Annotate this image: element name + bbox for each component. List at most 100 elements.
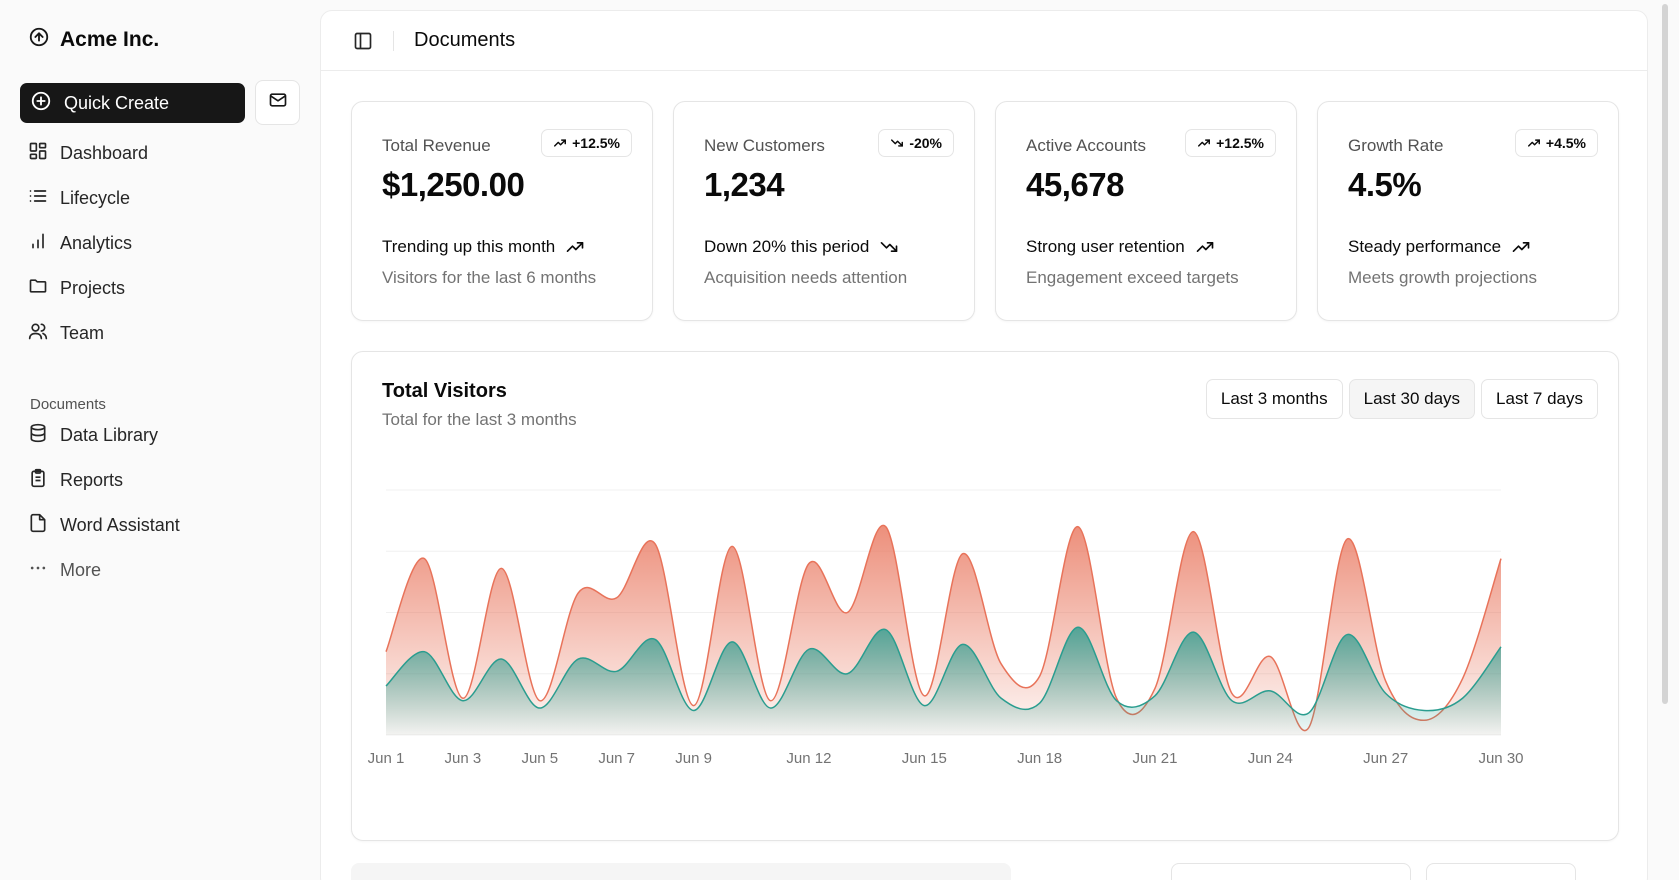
- x-tick-label: Jun 3: [445, 750, 482, 767]
- card-label: Growth Rate: [1348, 136, 1444, 155]
- change-badge: -20%: [878, 129, 954, 157]
- stat-card: Active Accounts +12.5% 45,678 Strong use…: [995, 101, 1297, 321]
- trending-down-icon: [881, 242, 898, 252]
- page-title: Documents: [414, 29, 516, 51]
- scrollbar[interactable]: [1660, 0, 1670, 880]
- sidebar-item-label: Projects: [60, 278, 126, 298]
- card-description: Meets growth projections: [1348, 268, 1537, 287]
- change-badge: +12.5%: [541, 129, 632, 157]
- card-label: Active Accounts: [1026, 136, 1147, 155]
- card-description: Visitors for the last 6 months: [382, 268, 597, 287]
- stat-card: New Customers -20% 1,234 Down 20% this p…: [673, 101, 975, 321]
- sidebar-item-label: Data Library: [60, 425, 159, 445]
- sidebar-item-label: Word Assistant: [60, 515, 180, 535]
- stat-card: Growth Rate +4.5% 4.5% Steady performanc…: [1317, 101, 1619, 321]
- sidebar-item-reports[interactable]: Reports: [28, 458, 180, 503]
- range-30-days-button[interactable]: Last 30 days: [1348, 379, 1476, 419]
- x-tick-label: Jun 30: [1478, 750, 1523, 767]
- card-label: New Customers: [704, 136, 825, 155]
- x-tick-label: Jun 21: [1132, 750, 1177, 767]
- change-badge: +4.5%: [1514, 129, 1598, 157]
- x-tick-label: Jun 27: [1363, 750, 1408, 767]
- panel-left-icon: [354, 32, 372, 49]
- bar-chart-icon: [28, 231, 48, 256]
- card-value: $1,250.00: [382, 166, 525, 203]
- card-value: 1,234: [704, 166, 785, 203]
- toolbar-button[interactable]: [1171, 863, 1411, 880]
- sidebar-item-projects[interactable]: Projects: [28, 266, 148, 311]
- file-icon: [28, 513, 48, 538]
- quick-create-button[interactable]: Quick Create: [20, 83, 245, 123]
- trend-text: Steady performance: [1348, 237, 1502, 256]
- x-tick-label: Jun 1: [368, 750, 405, 767]
- documents-nav: Data Library Reports Word Assistant More: [28, 413, 180, 593]
- mail-icon: [268, 90, 288, 115]
- main-nav: Dashboard Lifecycle Analytics Projects T…: [28, 131, 148, 356]
- scrollbar-thumb[interactable]: [1662, 4, 1668, 704]
- list-icon: [28, 186, 48, 211]
- trend-text: Trending up this month: [382, 237, 556, 256]
- card-value: 45,678: [1026, 166, 1124, 203]
- clipboard-icon: [28, 468, 48, 493]
- chart-title: Total Visitors: [382, 380, 507, 402]
- brand-name: Acme Inc.: [60, 28, 160, 51]
- x-tick-label: Jun 24: [1248, 750, 1293, 767]
- dashboard-icon: [28, 141, 48, 166]
- card-label: Total Revenue: [382, 136, 491, 155]
- card-trend: Strong user retention: [1026, 237, 1215, 257]
- trending-up-icon: [566, 242, 584, 252]
- card-description: Acquisition needs attention: [704, 268, 908, 287]
- trending-up-icon: [554, 139, 567, 147]
- badge-value: +12.5%: [1216, 135, 1264, 151]
- circle-arrow-up-icon: [28, 26, 50, 54]
- card-description: Engagement exceed targets: [1026, 268, 1239, 287]
- sidebar-item-label: Reports: [60, 470, 124, 490]
- visitors-chart-card: Total Visitors Total for the last 3 mont…: [351, 351, 1619, 841]
- brand[interactable]: Acme Inc.: [28, 26, 159, 54]
- sidebar-item-more[interactable]: More: [28, 548, 180, 593]
- trending-up-icon: [1527, 139, 1540, 147]
- card-trend: Steady performance: [1348, 237, 1531, 257]
- trending-up-icon: [1196, 242, 1214, 252]
- trend-text: Down 20% this period: [704, 237, 870, 256]
- top-bar: Documents: [321, 11, 1647, 71]
- toolbar-button[interactable]: [1426, 863, 1576, 880]
- database-icon: [28, 423, 48, 448]
- trend-text: Strong user retention: [1026, 237, 1185, 256]
- dots-icon: [28, 558, 48, 583]
- quick-create-label: Quick Create: [64, 92, 170, 113]
- range-3-months-button[interactable]: Last 3 months: [1205, 379, 1343, 419]
- stat-card: Total Revenue +12.5% $1,250.00 Trending …: [351, 101, 653, 321]
- x-tick-label: Jun 9: [675, 750, 712, 767]
- sidebar-item-team[interactable]: Team: [28, 311, 148, 356]
- x-tick-label: Jun 18: [1017, 750, 1062, 767]
- x-tick-label: Jun 12: [786, 750, 831, 767]
- x-tick-label: Jun 5: [521, 750, 558, 767]
- range-7-days-button[interactable]: Last 7 days: [1481, 379, 1598, 419]
- folder-icon: [28, 276, 48, 301]
- badge-value: +12.5%: [572, 135, 620, 151]
- inbox-button[interactable]: [255, 80, 300, 125]
- sidebar-item-label: Team: [60, 323, 105, 343]
- chart-subtitle: Total for the last 3 months: [382, 410, 577, 429]
- plus-circle-icon: [30, 90, 52, 117]
- card-value: 4.5%: [1348, 166, 1422, 203]
- sidebar-item-word-assistant[interactable]: Word Assistant: [28, 503, 180, 548]
- sidebar-item-label: Dashboard: [60, 143, 149, 163]
- sidebar-item-analytics[interactable]: Analytics: [28, 221, 148, 266]
- documents-section-label: Documents: [30, 396, 106, 413]
- badge-value: -20%: [909, 135, 942, 151]
- sidebar-item-dashboard[interactable]: Dashboard: [28, 131, 148, 176]
- sidebar: Acme Inc. Quick Create Dashboard Lifecyc…: [0, 0, 320, 880]
- divider: [393, 30, 394, 51]
- sidebar-item-label: More: [60, 560, 102, 580]
- sidebar-item-data-library[interactable]: Data Library: [28, 413, 180, 458]
- trending-up-icon: [1198, 139, 1211, 147]
- sidebar-item-lifecycle[interactable]: Lifecycle: [28, 176, 148, 221]
- visitors-area-chart: Jun 1 Jun 3 Jun 5 Jun 7 Jun 9 Jun 12 Jun 15 Jun…: [368, 489, 1524, 767]
- sidebar-toggle-button[interactable]: [351, 29, 375, 53]
- x-tick-label: Jun 7: [598, 750, 635, 767]
- trending-down-icon: [891, 139, 904, 147]
- card-trend: Down 20% this period: [704, 237, 899, 257]
- series-line-2: [385, 626, 1502, 716]
